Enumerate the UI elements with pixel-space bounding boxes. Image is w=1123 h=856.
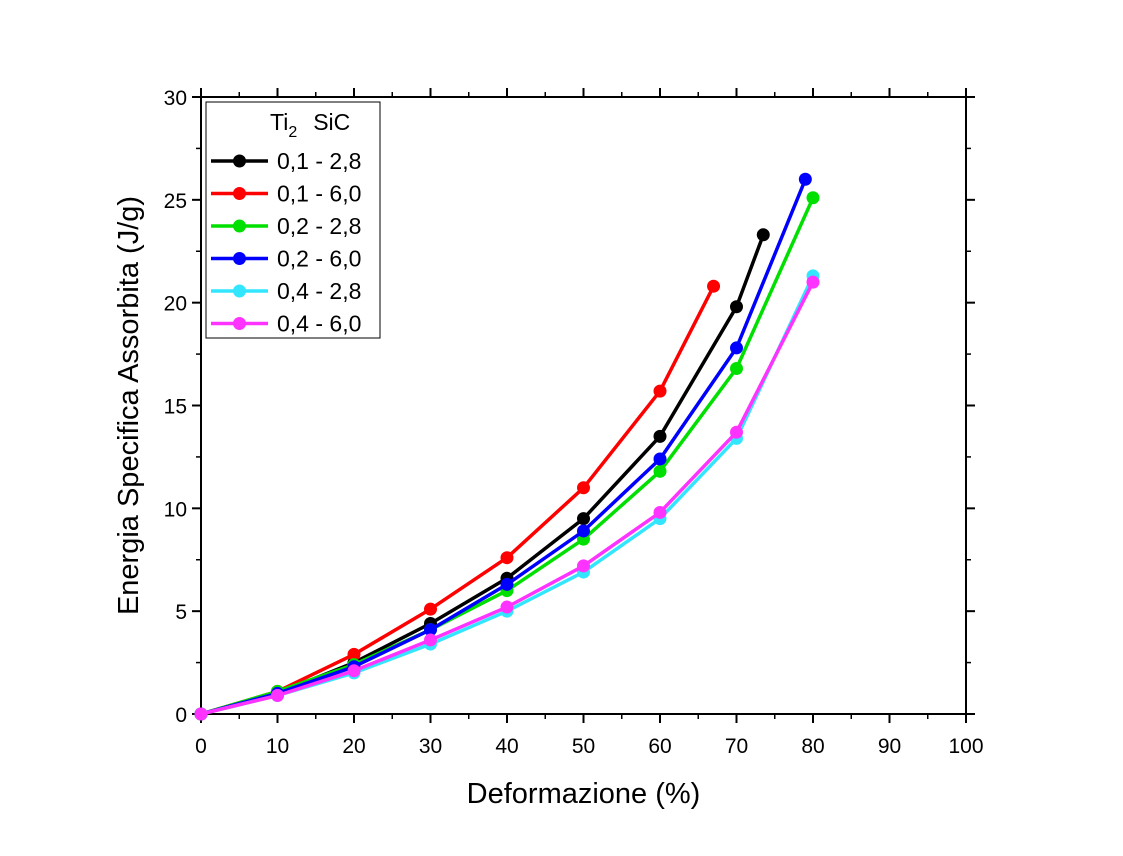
- x-tick-label: 50: [572, 735, 595, 758]
- data-point: [347, 647, 361, 661]
- x-tick-label: 20: [342, 735, 365, 758]
- data-point: [424, 623, 437, 637]
- data-point: [500, 600, 514, 614]
- data-point: [653, 384, 667, 398]
- legend-label: 0,2 - 6,0: [277, 246, 361, 272]
- data-point: [798, 172, 812, 186]
- legend-label: 0,2 - 2,8: [277, 213, 361, 239]
- data-point: [577, 481, 590, 495]
- data-point: [756, 228, 770, 242]
- data-point: [730, 425, 743, 439]
- data-point: [577, 524, 590, 538]
- x-axis-title: Deformazione (%): [467, 778, 701, 810]
- legend-item: 0,2 - 6,0: [211, 246, 361, 272]
- data-point: [194, 707, 208, 721]
- y-tick-label: 25: [164, 190, 187, 213]
- data-point: [730, 361, 743, 375]
- data-point: [347, 664, 361, 678]
- series-line: [200, 281, 815, 716]
- legend-item: 0,4 - 6,0: [211, 311, 361, 337]
- data-point: [730, 300, 743, 314]
- x-tick-label: 90: [878, 735, 901, 758]
- data-point: [653, 429, 667, 443]
- data-point: [577, 559, 590, 573]
- legend-label: 0,4 - 2,8: [277, 278, 361, 304]
- legend-items: 0,1 - 2,8 0,1 - 6,0 0,2 - 2,8 0,2 - 6,0 0,4 …: [211, 148, 361, 337]
- y-tick-label: 10: [164, 498, 187, 521]
- legend-label: 0,1 - 2,8: [277, 148, 361, 174]
- x-tick-label: 70: [725, 735, 748, 758]
- y-axis-title: Energia Specifica Assorbita (J/g): [113, 196, 145, 615]
- data-point: [424, 602, 437, 616]
- x-tick-label: 10: [266, 735, 289, 758]
- data-point: [806, 191, 820, 205]
- x-tick-label: 40: [495, 735, 518, 758]
- series-layer: [194, 172, 820, 721]
- x-tick-label: 100: [948, 735, 983, 758]
- legend-swatch-marker: [233, 252, 246, 265]
- data-point: [653, 505, 667, 519]
- legend-label: 0,4 - 6,0: [277, 311, 361, 337]
- y-tick-label: 0: [175, 704, 187, 727]
- x-tick-label: 60: [648, 735, 671, 758]
- series-line: [200, 275, 815, 716]
- x-tick-label: 80: [801, 735, 824, 758]
- y-tick-label: 30: [164, 87, 187, 110]
- legend-header-subscript: 2: [288, 124, 297, 141]
- axis-ticks: 0 10 20 30 40 50 60 70 80 90 100 0 5 10 15 20 25 30: [164, 87, 984, 758]
- legend-swatch-marker: [233, 154, 246, 168]
- legend-item: 0,1 - 2,8: [211, 148, 361, 174]
- y-tick-label: 20: [164, 293, 187, 316]
- legend-header: Ti2 SiC: [270, 109, 350, 141]
- x-tick-label: 0: [195, 735, 207, 758]
- legend-swatch-marker: [233, 219, 246, 233]
- legend-swatch-marker: [233, 284, 246, 298]
- data-point: [806, 275, 820, 289]
- data-point: [500, 577, 514, 591]
- legend-item: 0,1 - 6,0: [211, 181, 361, 207]
- data-point: [730, 341, 743, 355]
- legend: Ti2 SiC 0,1 - 2,8 0,1 - 6,0 0,2 - 2,8 0,2 - …: [205, 101, 381, 339]
- legend-item: 0,2 - 2,8: [211, 213, 361, 239]
- legend-header-ti: Ti: [270, 109, 288, 135]
- data-point: [500, 551, 514, 565]
- legend-box: [205, 101, 381, 339]
- legend-swatch-marker: [233, 317, 246, 330]
- x-tick-label: 30: [419, 735, 442, 758]
- legend-item: 0,4 - 2,8: [211, 278, 361, 304]
- legend-header-sic: SiC: [313, 109, 350, 135]
- y-tick-label: 5: [175, 601, 187, 624]
- legend-swatch-marker: [233, 187, 246, 200]
- data-point: [271, 688, 284, 702]
- data-point: [653, 452, 667, 466]
- data-point: [707, 279, 721, 293]
- data-point: [653, 464, 667, 478]
- series-2: [194, 279, 721, 721]
- series-6: [194, 275, 820, 721]
- data-point: [577, 512, 590, 526]
- series-line: [200, 285, 716, 716]
- y-tick-label: 15: [164, 396, 187, 419]
- legend-label: 0,1 - 6,0: [277, 181, 361, 207]
- data-point: [424, 633, 437, 647]
